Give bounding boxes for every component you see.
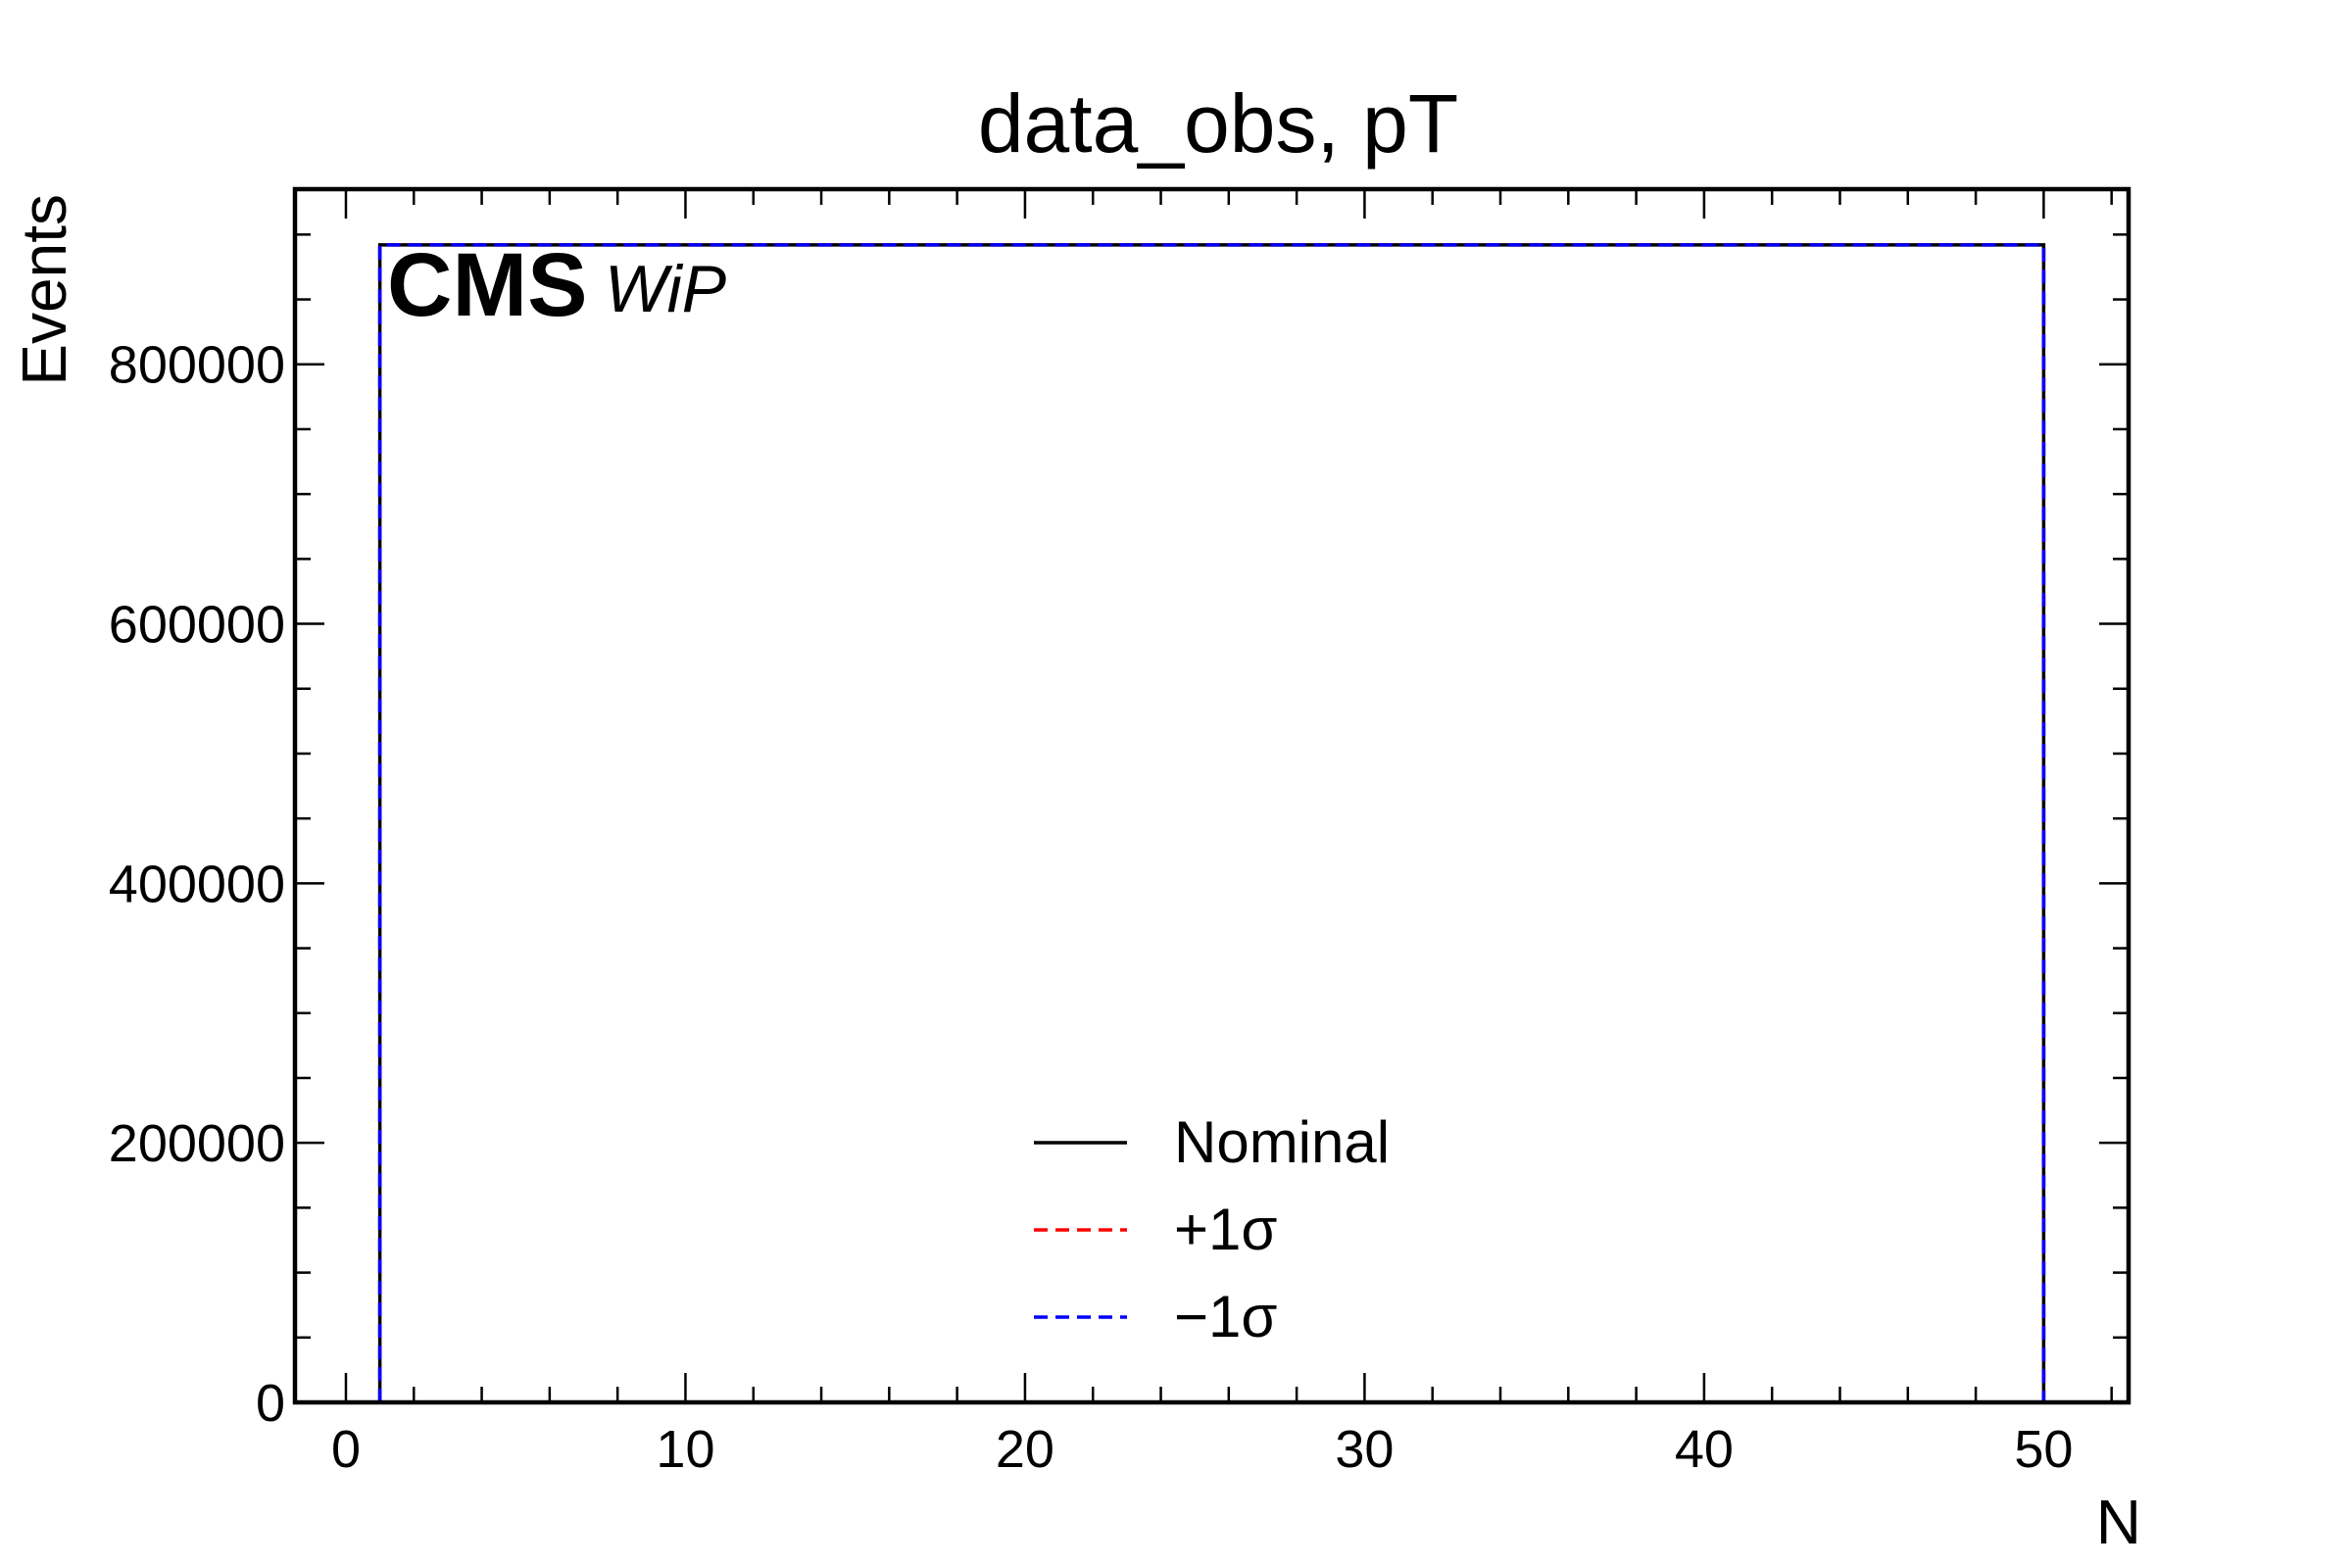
y-tick-label: 0 — [256, 1374, 285, 1433]
x-tick-label: 50 — [2014, 1420, 2073, 1479]
y-axis-label: Events — [9, 194, 79, 386]
y-tick-label: 200000 — [109, 1114, 285, 1173]
x-tick-label: 10 — [656, 1420, 714, 1479]
chart-title: data_obs, pT — [978, 77, 1458, 170]
y-tick-label: 600000 — [109, 596, 285, 655]
y-tick-label: 400000 — [109, 855, 285, 913]
plot-frame — [292, 186, 2132, 1405]
legend-label: −1σ — [1174, 1284, 1277, 1349]
plot-series — [377, 243, 2046, 1402]
x-tick-label: 0 — [331, 1420, 361, 1479]
x-tick-label: 20 — [996, 1420, 1054, 1479]
legend-label: +1σ — [1174, 1197, 1277, 1262]
x-axis-label: N — [2096, 1487, 2141, 1557]
axis-ticks: 0 10 20 30 40 50 0 200000 400000 600000 800000 — [109, 189, 2129, 1479]
legend: Nominal +1σ −1σ — [1034, 1109, 1390, 1349]
x-tick-label: 30 — [1335, 1420, 1394, 1479]
cms-label: CMS — [387, 235, 587, 335]
series-line-2 — [377, 243, 2046, 1402]
legend-label: Nominal — [1174, 1109, 1390, 1175]
wip-label: WiP — [605, 252, 726, 326]
y-tick-label: 800000 — [109, 336, 285, 395]
x-tick-label: 40 — [1675, 1420, 1734, 1479]
